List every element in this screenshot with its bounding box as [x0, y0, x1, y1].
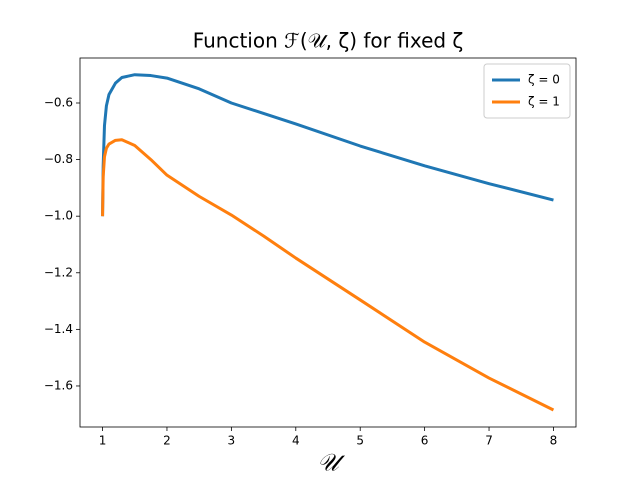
x-tick-label: 1 — [99, 434, 107, 448]
x-tick-label: 6 — [421, 434, 429, 448]
x-tick-label: 2 — [163, 434, 171, 448]
y-tick-label: −1.6 — [44, 378, 73, 392]
x-tick-label: 8 — [550, 434, 558, 448]
x-tick-label: 4 — [292, 434, 300, 448]
y-tick-label: −1.2 — [44, 265, 73, 279]
legend-label: ζ = 0 — [528, 73, 560, 87]
y-tick-label: −1.4 — [44, 322, 73, 336]
legend: ζ = 0 ζ = 1 — [483, 63, 571, 119]
line-series — [101, 73, 554, 217]
x-tick-label: 3 — [228, 434, 236, 448]
y-tick-label: −0.6 — [44, 95, 73, 109]
legend-box — [483, 63, 571, 119]
y-tick-label: −0.8 — [44, 152, 73, 166]
x-tick-label: 7 — [485, 434, 493, 448]
legend-label: ζ = 1 — [528, 95, 560, 109]
line-series — [101, 138, 555, 412]
chart-title: Function ℱ(𝒰, ζ) for fixed ζ — [193, 29, 464, 53]
plot-frame — [79, 57, 577, 428]
x-tick-label: 5 — [356, 434, 364, 448]
y-tick-label: −1.0 — [44, 209, 73, 223]
